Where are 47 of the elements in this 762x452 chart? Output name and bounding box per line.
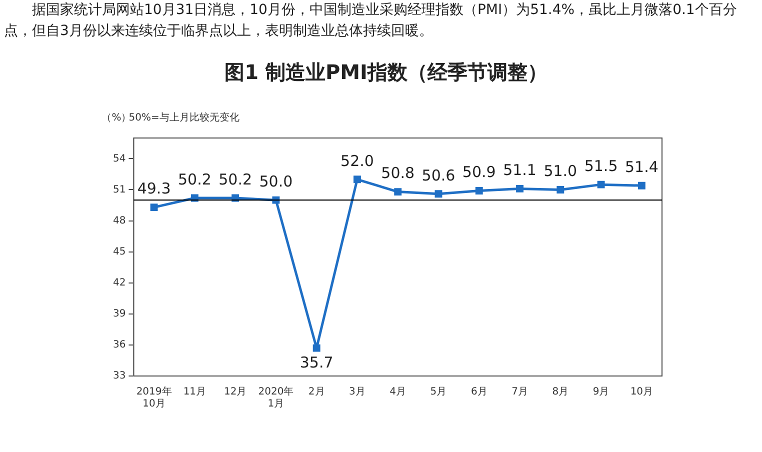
point (638, 182, 646, 190)
data-label: 50.9 (462, 163, 496, 182)
point (394, 188, 402, 196)
point (354, 176, 361, 184)
data-label: 50.2 (178, 170, 212, 188)
y-tick-label: 36 (112, 340, 126, 351)
data-label: 52.0 (340, 152, 374, 170)
chart-title: 图1 制造业PMI指数（经季节调整） (224, 60, 548, 84)
x-tick-label: 2020年 1月 (258, 386, 294, 410)
text: 50%=与上月比较无变化 (128, 112, 240, 124)
x-tick-label: 4月 (390, 386, 406, 398)
data-label: 50.0 (259, 172, 293, 190)
x-tick-label: 10月 (630, 386, 654, 398)
x-tick-label: 6月 (470, 386, 488, 398)
data-label: 51.1 (503, 161, 536, 180)
point (597, 180, 605, 188)
y-tick-label: 45 (112, 246, 126, 258)
y-tick-label: 54 (112, 153, 126, 164)
x-tick-label: 5月 (430, 386, 447, 398)
y-tick-label: 33 (112, 370, 126, 382)
x-tick-label: 2月 (308, 386, 325, 398)
data-label: 51.0 (544, 162, 578, 180)
point (150, 204, 158, 212)
text: 据国家统计局网站10月31日消息，10月份，中国制造业采购经理指数（PMI）为51.4%，虽比上月微落0.1个百分点，但自3月份以来连续位于临界点以上，表明制造业总体持续回暖。 (3, 1, 738, 41)
y-tick-label: 42 (112, 277, 126, 288)
point (475, 187, 483, 194)
x-tick-label: 2019年 10月 (136, 386, 172, 410)
x-tick-label: 8月 (552, 386, 569, 398)
y-tick-label: 48 (112, 215, 126, 226)
data-label: 51.5 (584, 156, 618, 175)
x-tick-label: 3月 (349, 386, 366, 398)
y-tick-label: 39 (112, 308, 126, 320)
data-label: 49.3 (137, 180, 171, 198)
data-label: 50.2 (218, 170, 252, 188)
x-tick-label: 12月 (224, 386, 247, 398)
x-tick-label: 7月 (512, 386, 528, 398)
data-label: 51.4 (624, 158, 658, 176)
x-tick-label: 11月 (183, 386, 206, 398)
point (556, 186, 564, 194)
x-tick-label: 9月 (592, 386, 610, 398)
data-label: 50.8 (381, 164, 415, 182)
data-label: 50.6 (422, 166, 456, 184)
y-tick-label: 51 (112, 184, 126, 196)
data-label: 35.7 (300, 353, 334, 372)
point (516, 184, 524, 192)
point (312, 344, 320, 352)
point (434, 190, 442, 198)
